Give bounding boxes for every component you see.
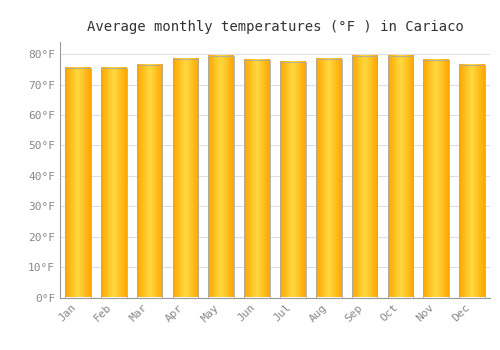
Bar <box>136 65 162 298</box>
Bar <box>424 60 449 298</box>
Bar <box>172 59 199 298</box>
Bar <box>459 65 485 298</box>
Bar <box>316 59 342 298</box>
Title: Average monthly temperatures (°F ) in Cariaco: Average monthly temperatures (°F ) in Ca… <box>86 20 464 34</box>
Bar <box>352 56 378 298</box>
Bar <box>388 56 413 298</box>
Bar <box>65 68 91 298</box>
Bar <box>208 56 234 298</box>
Bar <box>244 60 270 298</box>
Bar <box>280 62 306 298</box>
Bar <box>101 68 126 298</box>
